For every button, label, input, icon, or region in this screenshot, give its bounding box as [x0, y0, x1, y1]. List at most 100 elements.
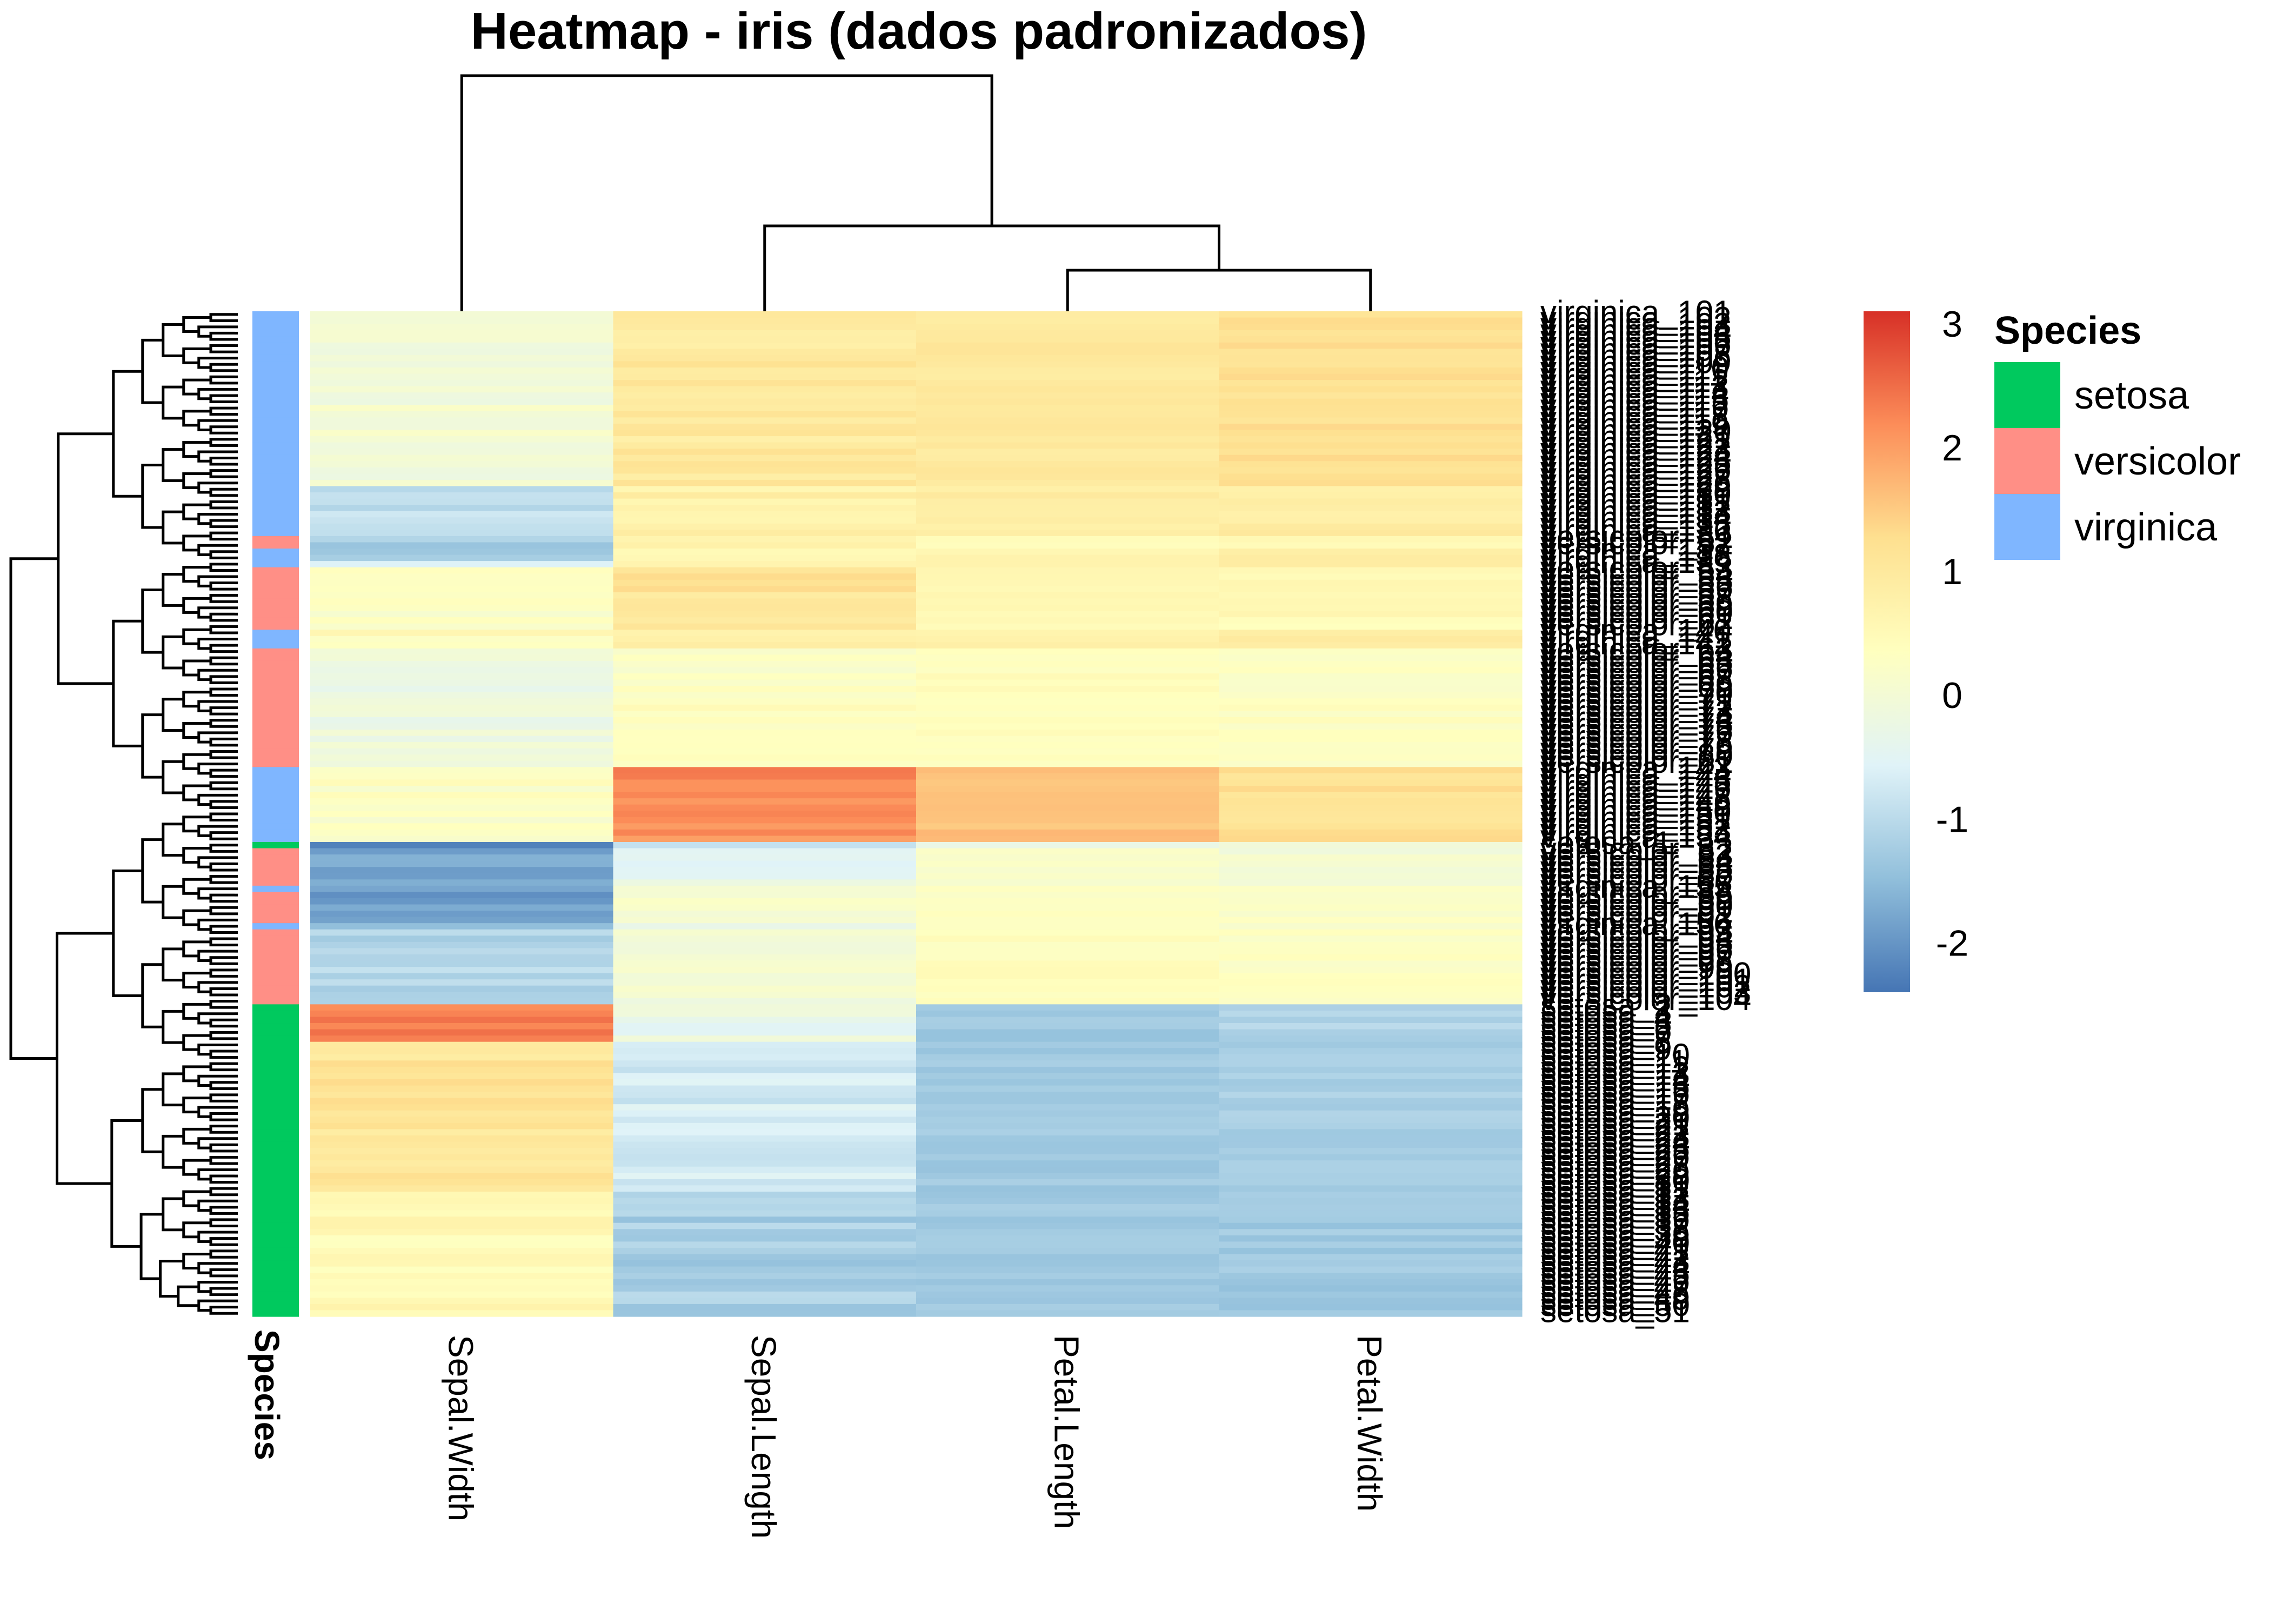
heatmap-cell — [1219, 486, 1523, 493]
species-annotation-cell — [252, 380, 299, 387]
heatmap-cell — [613, 923, 917, 930]
heatmap-cell — [916, 1285, 1220, 1292]
heatmap-cell — [916, 1010, 1220, 1018]
heatmap-cell — [1219, 630, 1523, 637]
species-annotation-cell — [252, 773, 299, 780]
species-annotation-cell — [252, 823, 299, 830]
heatmap-cell — [916, 973, 1220, 980]
heatmap-cell — [613, 1273, 917, 1280]
heatmap-cell — [916, 911, 1220, 918]
heatmap-cell — [613, 1173, 917, 1180]
dendrogram-link — [209, 469, 235, 478]
heatmap-cell — [613, 473, 917, 480]
heatmap-cell — [310, 617, 614, 624]
heatmap-cell — [613, 648, 917, 655]
species-annotation-cell — [252, 498, 299, 505]
row-label: setosa_15 — [1540, 1068, 1690, 1105]
heatmap-cell — [1219, 367, 1523, 375]
species-annotation-cell — [252, 561, 299, 568]
species-annotation-cell — [252, 586, 299, 593]
species-annotation-cell — [252, 411, 299, 418]
heatmap-cell — [1219, 829, 1523, 837]
species-annotation-cell — [252, 1266, 299, 1273]
heatmap-cell — [1219, 398, 1523, 405]
dendrogram-link — [182, 597, 211, 614]
heatmap-cell — [1219, 573, 1523, 580]
row-label: setosa_28 — [1540, 1150, 1690, 1186]
heatmap-cell — [613, 992, 917, 999]
species-annotation-cell — [252, 523, 299, 530]
heatmap-cell — [613, 1035, 917, 1042]
species-annotation-cell — [252, 904, 299, 911]
dendrogram-link — [209, 425, 235, 435]
heatmap-cell — [310, 1247, 614, 1255]
row-label: virginica_121 — [1540, 419, 1732, 455]
heatmap-cell — [1219, 760, 1523, 767]
heatmap-cell — [613, 380, 917, 387]
species-annotation-cell — [252, 754, 299, 761]
row-label: setosa_16 — [1540, 1074, 1690, 1111]
dendrogram-link — [182, 410, 211, 427]
row-label: versicolor_60 — [1540, 594, 1733, 630]
dendrogram-link — [209, 1268, 235, 1278]
species-annotation-cell — [252, 630, 299, 637]
heatmap-cell — [310, 854, 614, 861]
heatmap-cell — [1219, 561, 1523, 568]
heatmap-cell — [310, 1098, 614, 1105]
dendrogram-link — [162, 698, 184, 732]
heatmap-cell — [1219, 442, 1523, 449]
heatmap-cell — [916, 686, 1220, 693]
row-label: versicolor_104 — [1540, 981, 1751, 1017]
heatmap-cell — [916, 479, 1220, 487]
color-scale-tick-label: 2 — [1942, 427, 1962, 469]
species-annotation-cell — [252, 467, 299, 474]
heatmap-cell — [916, 1029, 1220, 1036]
row-label: versicolor_76 — [1540, 712, 1733, 748]
dendrogram-link — [182, 503, 211, 520]
dendrogram-link — [182, 816, 211, 833]
species-annotation-cell — [252, 667, 299, 674]
dendrogram-link — [209, 1155, 235, 1165]
heatmap-cell — [613, 717, 917, 724]
species-annotation-cell — [252, 530, 299, 537]
species-annotation-cell — [252, 1141, 299, 1148]
dendrogram-link — [182, 1159, 211, 1176]
heatmap-cell — [310, 798, 614, 805]
heatmap-cell — [613, 604, 917, 612]
dendrogram-link — [197, 575, 235, 587]
heatmap-cell — [916, 873, 1220, 880]
heatmap-cell — [916, 1154, 1220, 1161]
heatmap-cell — [1219, 1279, 1523, 1286]
heatmap-cell — [310, 461, 614, 468]
dendrogram-link — [162, 323, 184, 357]
heatmap-cell — [916, 373, 1220, 380]
species-annotation-cell — [252, 392, 299, 399]
heatmap-cell — [310, 598, 614, 605]
heatmap-cell — [1219, 698, 1523, 705]
heatmap-cell — [1219, 860, 1523, 867]
heatmap-cell — [310, 1066, 614, 1074]
heatmap-cell — [916, 442, 1220, 449]
row-label: setosa_48 — [1540, 1274, 1690, 1311]
species-annotation-cell — [252, 686, 299, 693]
heatmap-cell — [613, 711, 917, 718]
species-annotation-cell — [252, 311, 299, 318]
heatmap-cell — [613, 998, 917, 1005]
row-label: setosa_27 — [1540, 1143, 1690, 1179]
heatmap-cell — [1219, 923, 1523, 930]
species-annotation-cell — [252, 723, 299, 730]
species-annotation-cell — [252, 336, 299, 343]
dendrogram-link — [182, 534, 211, 552]
species-annotation-cell — [252, 1129, 299, 1136]
heatmap-cell — [310, 1260, 614, 1267]
heatmap-cell — [613, 1010, 917, 1018]
heatmap-cell — [916, 1173, 1220, 1180]
heatmap-cell — [310, 667, 614, 674]
heatmap-cell — [310, 1085, 614, 1092]
heatmap-cell — [916, 754, 1220, 761]
heatmap-cell — [310, 698, 614, 705]
heatmap-cell — [916, 730, 1220, 737]
species-annotation-cell — [252, 517, 299, 524]
heatmap-cell — [916, 636, 1220, 643]
